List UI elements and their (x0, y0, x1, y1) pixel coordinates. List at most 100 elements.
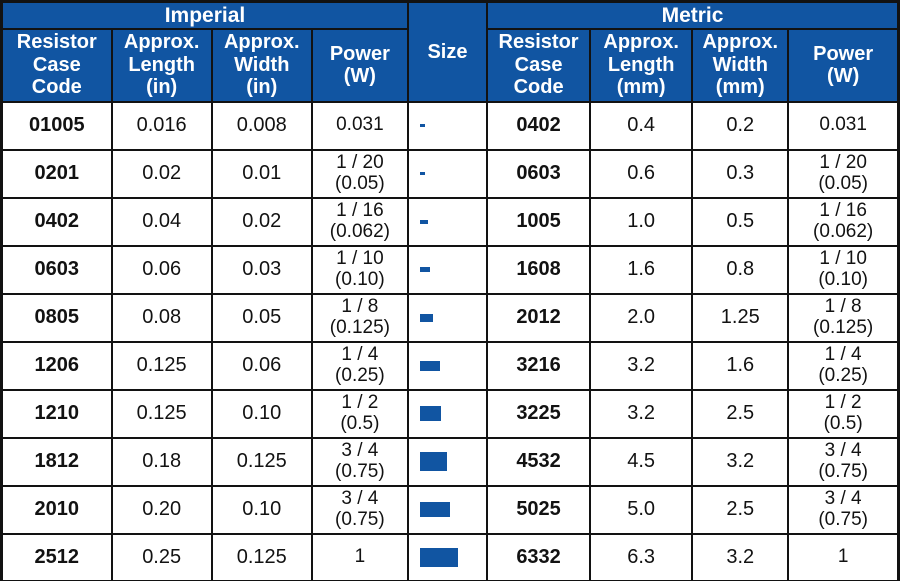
col-header-metric-width: Approx. Width (mm) (691, 27, 790, 103)
imperial-case-code: 1206 (0, 340, 113, 391)
size-swatch (419, 360, 440, 371)
size-swatch (419, 547, 458, 567)
metric-length: 6.3 (589, 532, 694, 581)
size-swatch (419, 406, 441, 422)
metric-length: 3.2 (589, 388, 694, 439)
imperial-case-code: 2010 (0, 484, 113, 535)
size-column-header: Size (406, 0, 489, 103)
imperial-length: 0.016 (110, 100, 213, 151)
imperial-case-code: 0402 (0, 196, 113, 247)
imperial-width: 0.06 (210, 340, 313, 391)
table-row: 01005 0.016 0.008 0.031 0402 0.4 0.2 0.0… (0, 100, 900, 151)
metric-width: 3.2 (691, 532, 790, 581)
col-header-imperial-length: Approx. Length (in) (110, 27, 213, 103)
size-cell (406, 292, 489, 343)
metric-power: 1 / 10 (0.10) (787, 244, 900, 295)
size-swatch (419, 124, 425, 128)
imperial-length: 0.04 (110, 196, 213, 247)
imperial-width: 0.01 (210, 148, 313, 199)
col-header-imperial-power: Power (W) (310, 27, 409, 103)
size-swatch (419, 452, 447, 472)
table-row: 0402 0.04 0.02 1 / 16 (0.062) 1005 1.0 0… (0, 196, 900, 247)
metric-width: 0.3 (691, 148, 790, 199)
metric-width: 0.5 (691, 196, 790, 247)
size-swatch (419, 219, 428, 224)
size-cell (406, 436, 489, 487)
imperial-length: 0.20 (110, 484, 213, 535)
imperial-length: 0.125 (110, 340, 213, 391)
metric-group-header: Metric (486, 0, 900, 30)
metric-case-code: 2012 (486, 292, 592, 343)
metric-width: 2.5 (691, 388, 790, 439)
metric-length: 4.5 (589, 436, 694, 487)
table-row: 0805 0.08 0.05 1 / 8 (0.125) 2012 2.0 1.… (0, 292, 900, 343)
metric-power: 0.031 (787, 100, 900, 151)
metric-case-code: 1005 (486, 196, 592, 247)
metric-power: 1 / 2 (0.5) (787, 388, 900, 439)
table-row: 2512 0.25 0.125 1 6332 6.3 3.2 1 (0, 532, 900, 581)
metric-case-code: 1608 (486, 244, 592, 295)
imperial-power: 1 / 16 (0.062) (310, 196, 409, 247)
size-swatch (419, 313, 433, 322)
size-cell (406, 484, 489, 535)
imperial-case-code: 0805 (0, 292, 113, 343)
metric-length: 5.0 (589, 484, 694, 535)
col-header-imperial-case-code: Resistor Case Code (0, 27, 113, 103)
imperial-case-code: 2512 (0, 532, 113, 581)
metric-case-code: 3216 (486, 340, 592, 391)
table-row: 2010 0.20 0.10 3 / 4 (0.75) 5025 5.0 2.5… (0, 484, 900, 535)
table-row: 1206 0.125 0.06 1 / 4 (0.25) 3216 3.2 1.… (0, 340, 900, 391)
metric-case-code: 5025 (486, 484, 592, 535)
imperial-power: 1 / 20 (0.05) (310, 148, 409, 199)
imperial-width: 0.125 (210, 532, 313, 581)
table-row: 1210 0.125 0.10 1 / 2 (0.5) 3225 3.2 2.5… (0, 388, 900, 439)
imperial-case-code: 1210 (0, 388, 113, 439)
imperial-length: 0.02 (110, 148, 213, 199)
imperial-width: 0.008 (210, 100, 313, 151)
metric-power: 1 (787, 532, 900, 581)
imperial-power: 1 / 8 (0.125) (310, 292, 409, 343)
metric-power: 3 / 4 (0.75) (787, 436, 900, 487)
size-swatch (419, 172, 425, 176)
imperial-width: 0.10 (210, 484, 313, 535)
imperial-power: 3 / 4 (0.75) (310, 484, 409, 535)
size-cell (406, 388, 489, 439)
imperial-group-header: Imperial (0, 0, 409, 30)
metric-power: 3 / 4 (0.75) (787, 484, 900, 535)
imperial-width: 0.125 (210, 436, 313, 487)
size-cell (406, 244, 489, 295)
size-cell (406, 148, 489, 199)
metric-width: 0.8 (691, 244, 790, 295)
metric-length: 2.0 (589, 292, 694, 343)
imperial-case-code: 0603 (0, 244, 113, 295)
metric-case-code: 6332 (486, 532, 592, 581)
size-cell (406, 196, 489, 247)
imperial-length: 0.18 (110, 436, 213, 487)
metric-case-code: 0402 (486, 100, 592, 151)
imperial-power: 1 / 2 (0.5) (310, 388, 409, 439)
imperial-width: 0.03 (210, 244, 313, 295)
size-cell (406, 532, 489, 581)
metric-width: 1.6 (691, 340, 790, 391)
size-cell (406, 100, 489, 151)
metric-length: 0.4 (589, 100, 694, 151)
imperial-case-code: 1812 (0, 436, 113, 487)
metric-length: 0.6 (589, 148, 694, 199)
size-swatch (419, 267, 430, 273)
imperial-power: 3 / 4 (0.75) (310, 436, 409, 487)
metric-width: 3.2 (691, 436, 790, 487)
imperial-case-code: 0201 (0, 148, 113, 199)
imperial-length: 0.125 (110, 388, 213, 439)
imperial-length: 0.25 (110, 532, 213, 581)
size-cell (406, 340, 489, 391)
col-header-metric-length: Approx. Length (mm) (589, 27, 694, 103)
imperial-width: 0.05 (210, 292, 313, 343)
metric-length: 1.0 (589, 196, 694, 247)
imperial-width: 0.10 (210, 388, 313, 439)
metric-power: 1 / 4 (0.25) (787, 340, 900, 391)
imperial-power: 0.031 (310, 100, 409, 151)
metric-case-code: 4532 (486, 436, 592, 487)
table-row: 0603 0.06 0.03 1 / 10 (0.10) 1608 1.6 0.… (0, 244, 900, 295)
metric-length: 3.2 (589, 340, 694, 391)
